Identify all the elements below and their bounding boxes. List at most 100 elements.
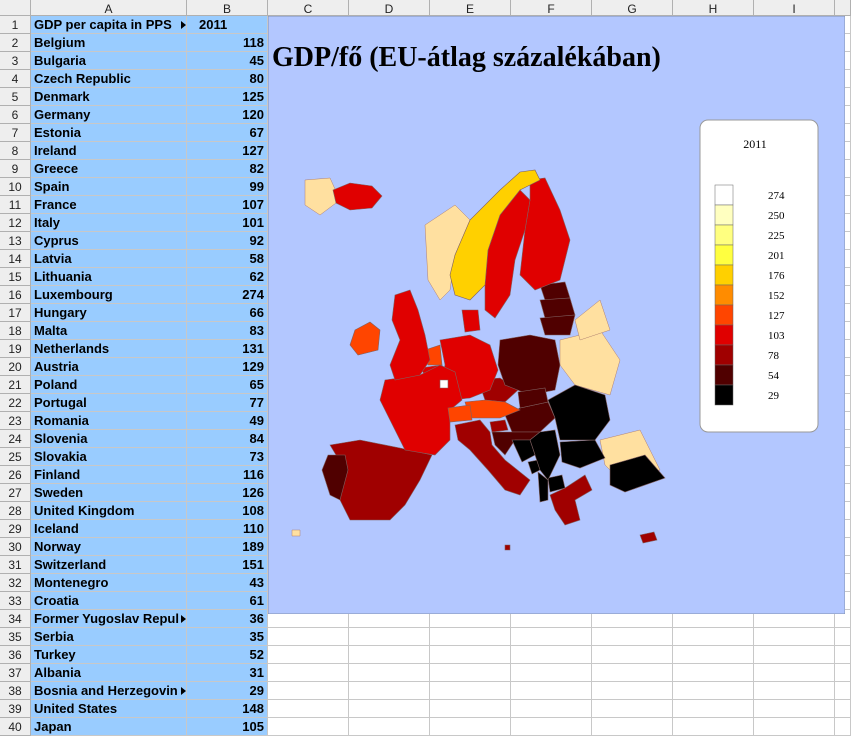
cell[interactable] [592,664,673,682]
cell-value[interactable]: 99 [187,178,268,196]
cell-value[interactable]: 101 [187,214,268,232]
row-header[interactable]: 11 [0,196,31,214]
cell-value[interactable]: 84 [187,430,268,448]
cell-label[interactable]: Norway [31,538,187,556]
cell-value[interactable]: 129 [187,358,268,376]
cell-label[interactable]: Slovakia [31,448,187,466]
cell[interactable] [430,700,511,718]
cell[interactable] [592,646,673,664]
cell-value[interactable]: 36 [187,610,268,628]
cell-label[interactable]: Ireland [31,142,187,160]
cell[interactable] [268,628,349,646]
cell[interactable] [430,682,511,700]
row-header[interactable]: 28 [0,502,31,520]
row-header[interactable]: 1 [0,16,31,34]
row-header[interactable]: 34 [0,610,31,628]
cell[interactable] [511,628,592,646]
cell[interactable] [673,610,754,628]
cell[interactable] [349,700,430,718]
cell-label[interactable]: Switzerland [31,556,187,574]
cell-label[interactable]: Greece [31,160,187,178]
cell-label[interactable]: Portugal [31,394,187,412]
cell-value[interactable]: 151 [187,556,268,574]
cell-value[interactable]: 116 [187,466,268,484]
cell-value[interactable]: 31 [187,664,268,682]
row-header[interactable]: 17 [0,304,31,322]
cell-label[interactable]: Netherlands [31,340,187,358]
cell-value[interactable]: 83 [187,322,268,340]
cell[interactable] [835,718,851,736]
cell-value[interactable]: 61 [187,592,268,610]
cell-label[interactable]: Finland [31,466,187,484]
row-header[interactable]: 20 [0,358,31,376]
cell[interactable] [673,646,754,664]
cell[interactable] [430,718,511,736]
cell-value[interactable]: 2011 [187,16,268,34]
cell-label[interactable]: Croatia [31,592,187,610]
cell-label[interactable]: United Kingdom [31,502,187,520]
row-header[interactable]: 7 [0,124,31,142]
cell-label[interactable]: Cyprus [31,232,187,250]
cell[interactable] [511,646,592,664]
row-header[interactable]: 18 [0,322,31,340]
cell-label[interactable]: Belgium [31,34,187,52]
cell-value[interactable]: 43 [187,574,268,592]
cell-value[interactable]: 105 [187,718,268,736]
row-header[interactable]: 27 [0,484,31,502]
cell-label[interactable]: Germany [31,106,187,124]
row-header[interactable]: 13 [0,232,31,250]
cell-label[interactable]: Italy [31,214,187,232]
cell[interactable] [592,682,673,700]
cell[interactable] [430,628,511,646]
cell-label[interactable]: Lithuania [31,268,187,286]
cell[interactable] [268,718,349,736]
cell-label[interactable]: Denmark [31,88,187,106]
row-header[interactable]: 32 [0,574,31,592]
cell-value[interactable]: 120 [187,106,268,124]
cell-value[interactable]: 118 [187,34,268,52]
cell-label[interactable]: Bosnia and Herzegovin [31,682,187,700]
cell-value[interactable]: 35 [187,628,268,646]
row-header[interactable]: 3 [0,52,31,70]
cell-value[interactable]: 66 [187,304,268,322]
cell-label[interactable]: Romania [31,412,187,430]
row-header[interactable]: 9 [0,160,31,178]
cell[interactable] [511,610,592,628]
cell[interactable] [349,610,430,628]
cell[interactable] [511,682,592,700]
cell-value[interactable]: 189 [187,538,268,556]
cell[interactable] [268,700,349,718]
cell-label[interactable]: Luxembourg [31,286,187,304]
cell[interactable] [754,718,835,736]
cell[interactable] [592,718,673,736]
cell[interactable] [268,682,349,700]
cell[interactable] [754,628,835,646]
cell[interactable] [511,700,592,718]
row-header[interactable]: 35 [0,628,31,646]
row-header[interactable]: 38 [0,682,31,700]
cell-value[interactable]: 92 [187,232,268,250]
column-header[interactable]: C [268,0,349,16]
cell-value[interactable]: 125 [187,88,268,106]
cell-value[interactable]: 107 [187,196,268,214]
cell[interactable] [754,664,835,682]
cell-value[interactable]: 110 [187,520,268,538]
cell-value[interactable]: 62 [187,268,268,286]
cell-value[interactable]: 45 [187,52,268,70]
cell[interactable] [268,646,349,664]
cell[interactable] [349,718,430,736]
cell[interactable] [268,610,349,628]
cell[interactable] [592,610,673,628]
cell-label[interactable]: Albania [31,664,187,682]
cell[interactable] [349,682,430,700]
column-header[interactable]: F [511,0,592,16]
column-header[interactable]: B [187,0,268,16]
column-header[interactable]: G [592,0,673,16]
cell-label[interactable]: Japan [31,718,187,736]
row-header[interactable]: 23 [0,412,31,430]
cell[interactable] [835,628,851,646]
cell[interactable] [349,664,430,682]
cell-value[interactable]: 274 [187,286,268,304]
cell-value[interactable]: 126 [187,484,268,502]
row-header[interactable]: 24 [0,430,31,448]
